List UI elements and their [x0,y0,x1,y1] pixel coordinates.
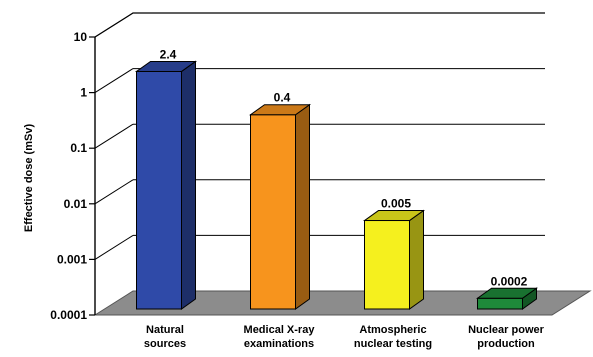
y-axis: 0.0001 0.001 0.01 0.1 1 10 [50,30,96,322]
y-tick-label: 0.1 [70,141,87,155]
x-tick-label: examinations [244,338,314,350]
floor [93,290,592,316]
bars [134,60,539,310]
x-axis-labels: Natural sources Medical X-ray examinations A… [144,324,545,350]
gridline-diagonal [94,179,134,205]
gridline-diagonal [94,12,134,38]
x-tick-label: nuclear testing [354,338,432,350]
floor-plane [93,290,592,316]
gridlines [94,12,545,260]
y-axis-label: Effective dose (mSv) [23,124,35,233]
y-tick-label: 0.01 [64,197,88,211]
y-tick-label: 1 [80,86,87,100]
data-label: 2.4 [160,47,177,61]
data-labels: 2.4 0.4 0.005 0.0002 [160,47,528,288]
gridline-diagonal [94,123,134,149]
y-tick-label: 0.001 [57,252,87,266]
bar [134,60,198,310]
y-tick-label: 10 [74,30,88,44]
x-tick-label: Nuclear power [468,324,545,336]
data-label: 0.005 [381,197,411,211]
data-label: 0.0002 [491,274,528,288]
gridline-diagonal [94,234,134,260]
y-tick-label: 0.0001 [50,308,87,322]
x-tick-label: Natural [146,324,184,336]
x-tick-label: Medical X-ray [244,324,316,336]
bar [362,209,426,310]
bar [475,287,539,310]
bar [248,103,312,310]
x-tick-label: sources [144,338,186,350]
plot-back-wall [94,12,545,38]
x-tick-label: production [477,338,535,350]
gridline-diagonal [94,68,134,94]
data-label: 0.4 [274,91,291,105]
x-tick-label: Atmospheric [359,324,426,336]
